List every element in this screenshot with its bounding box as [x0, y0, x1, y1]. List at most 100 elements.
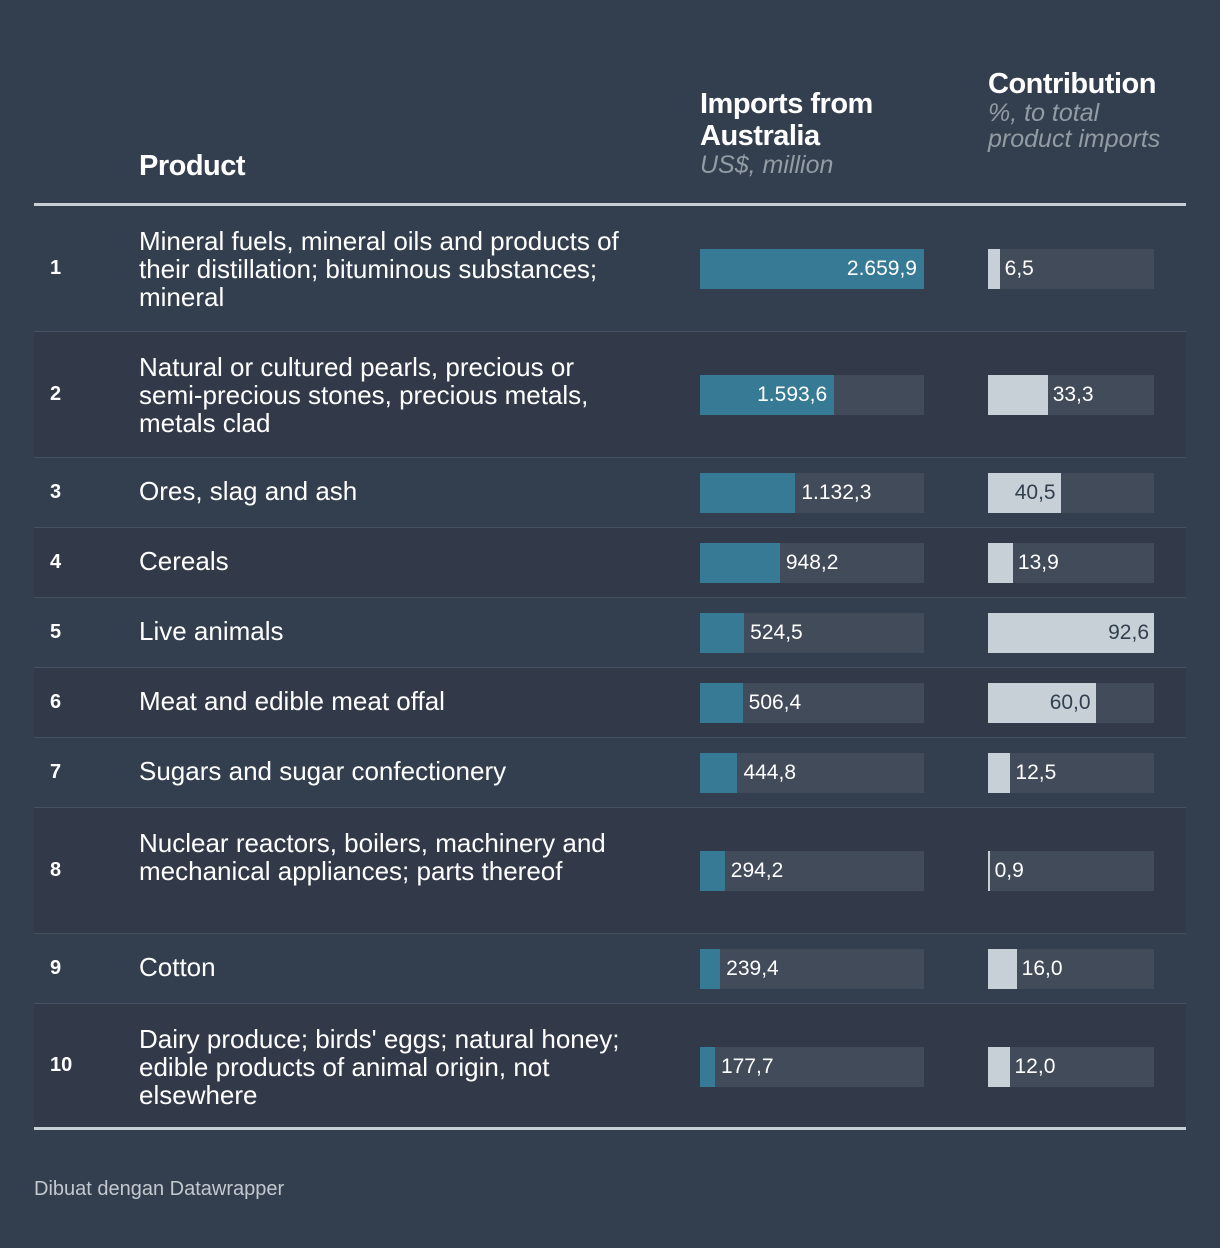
imports-bar — [700, 683, 743, 723]
contribution-value-label: 33,3 — [1052, 383, 1094, 406]
contribution-value-label: 16,0 — [1021, 957, 1063, 980]
contribution-bar — [988, 949, 1017, 989]
imports-bar — [700, 1047, 715, 1087]
contribution-value-label: 12,5 — [1015, 761, 1057, 784]
contribution-bar — [988, 375, 1048, 415]
imports-bar-track: 1.593,6 — [700, 375, 924, 415]
table-row: 8 Nuclear reactors, boilers, machinery an… — [34, 808, 1186, 934]
table-row: 5 Live animals 524,5 92,6 — [34, 598, 1186, 668]
row-product: Nuclear reactors, boilers, machinery and… — [139, 828, 606, 886]
row-rank: 3 — [50, 481, 62, 503]
table-row: 6 Meat and edible meat offal 506,4 60,0 — [34, 668, 1186, 738]
contribution-bar — [988, 753, 1011, 793]
contribution-value-label: 40,5 — [1014, 481, 1056, 504]
row-rank: 4 — [50, 551, 62, 573]
imports-bar-track: 506,4 — [700, 683, 924, 723]
imports-bar-track: 2.659,9 — [700, 249, 924, 289]
imports-value-label: 1.593,6 — [757, 383, 828, 406]
row-rank: 8 — [50, 859, 62, 881]
contribution-bar-track: 16,0 — [988, 949, 1154, 989]
row-rank: 9 — [50, 957, 62, 979]
contribution-bar-track: 6,5 — [988, 249, 1154, 289]
imports-bar — [700, 851, 725, 891]
row-rank: 2 — [50, 383, 62, 405]
row-rank: 6 — [50, 691, 62, 713]
row-rank: 10 — [50, 1054, 73, 1076]
contribution-bar — [988, 473, 1061, 513]
row-rank: 7 — [50, 761, 62, 783]
header-imports-unit: US$, million — [700, 151, 834, 179]
imports-bar — [700, 473, 796, 513]
imports-bar-track: 294,2 — [700, 851, 924, 891]
row-product: Dairy produce; birds' eggs; natural hone… — [139, 1024, 620, 1110]
imports-bar-track: 177,7 — [700, 1047, 924, 1087]
row-rank: 1 — [50, 257, 62, 279]
contribution-bar — [988, 613, 1154, 653]
contribution-value-label: 12,0 — [1014, 1055, 1056, 1078]
contribution-value-label: 92,6 — [1108, 621, 1149, 644]
row-product: Meat and edible meat offal — [139, 686, 445, 716]
row-product: Ores, slag and ash — [139, 476, 358, 506]
row-product: Natural or cultured pearls, precious or … — [139, 352, 589, 438]
contribution-bar-track: 0,9 — [988, 851, 1154, 891]
contribution-value-label: 60,0 — [1049, 691, 1091, 714]
row-product: Cereals — [139, 546, 229, 576]
data-table: Product Imports from Australia US$, mill… — [34, 0, 1186, 1130]
table-row: 2 Natural or cultured pearls, precious or… — [34, 332, 1186, 458]
imports-bar — [700, 249, 924, 289]
header-imports-title: Imports from Australia — [700, 88, 873, 152]
contribution-bar — [988, 249, 1000, 289]
table-row: 4 Cereals 948,2 13,9 — [34, 528, 1186, 598]
row-rank: 5 — [50, 621, 62, 643]
header-product: Product — [139, 150, 246, 182]
imports-value-label: 524,5 — [750, 621, 803, 644]
table-row: 1 Mineral fuels, mineral oils and product… — [34, 206, 1186, 332]
contribution-value-label: 0,9 — [994, 859, 1024, 882]
row-product: Cotton — [139, 952, 216, 982]
imports-bar — [700, 543, 780, 583]
contribution-bar-track: 33,3 — [988, 375, 1154, 415]
imports-value-label: 948,2 — [785, 551, 839, 574]
header-imports: Imports from Australia US$, million — [700, 88, 960, 178]
imports-bar — [700, 753, 738, 793]
row-product: Sugars and sugar confectionery — [139, 756, 507, 786]
header-contribution: Contribution %, to total product imports — [988, 68, 1178, 152]
table-body: 1 Mineral fuels, mineral oils and product… — [34, 206, 1186, 1130]
imports-value-label: 177,7 — [720, 1055, 774, 1078]
contribution-bar-track: 12,5 — [988, 753, 1154, 793]
contribution-bar-track: 12,0 — [988, 1047, 1154, 1087]
imports-value-label: 239,4 — [726, 957, 779, 980]
contribution-bar-track: 60,0 — [988, 683, 1154, 723]
contribution-bar-track: 13,9 — [988, 543, 1154, 583]
imports-bar — [700, 375, 835, 415]
imports-bar-track: 524,5 — [700, 613, 924, 653]
contribution-bar — [988, 851, 990, 891]
imports-bar-track: 239,4 — [700, 949, 924, 989]
contribution-bar-track: 40,5 — [988, 473, 1154, 513]
table-row: 10 Dairy produce; birds' eggs; natural ho… — [34, 1004, 1186, 1130]
imports-value-label: 444,8 — [743, 761, 797, 784]
imports-value-label: 506,4 — [748, 691, 802, 714]
table-header: Product Imports from Australia US$, mill… — [34, 0, 1186, 206]
contribution-bar — [988, 1047, 1010, 1087]
table-row: 7 Sugars and sugar confectionery 444,8 12,5 — [34, 738, 1186, 808]
contribution-value-label: 13,9 — [1017, 551, 1059, 574]
header-contribution-unit: %, to total product imports — [988, 99, 1161, 153]
contribution-bar — [988, 543, 1013, 583]
table-row: 9 Cotton 239,4 16,0 — [34, 934, 1186, 1004]
imports-bar-track: 444,8 — [700, 753, 924, 793]
table-row: 3 Ores, slag and ash 1.132,3 40,5 — [34, 458, 1186, 528]
imports-bar-track: 948,2 — [700, 543, 924, 583]
row-product: Live animals — [139, 616, 284, 646]
contribution-bar-track: 92,6 — [988, 613, 1154, 653]
row-product: Mineral fuels, mineral oils and products… — [139, 226, 619, 312]
contribution-value-label: 6,5 — [1004, 257, 1034, 280]
contribution-bar — [988, 683, 1096, 723]
imports-bar — [700, 949, 721, 989]
imports-bar — [700, 613, 745, 653]
imports-value-label: 2.659,9 — [846, 257, 917, 280]
imports-bar-track: 1.132,3 — [700, 473, 924, 513]
imports-value-label: 1.132,3 — [801, 481, 872, 504]
footer-credit: Dibuat dengan Datawrapper — [34, 1178, 285, 1200]
header-contribution-title: Contribution — [988, 68, 1156, 100]
